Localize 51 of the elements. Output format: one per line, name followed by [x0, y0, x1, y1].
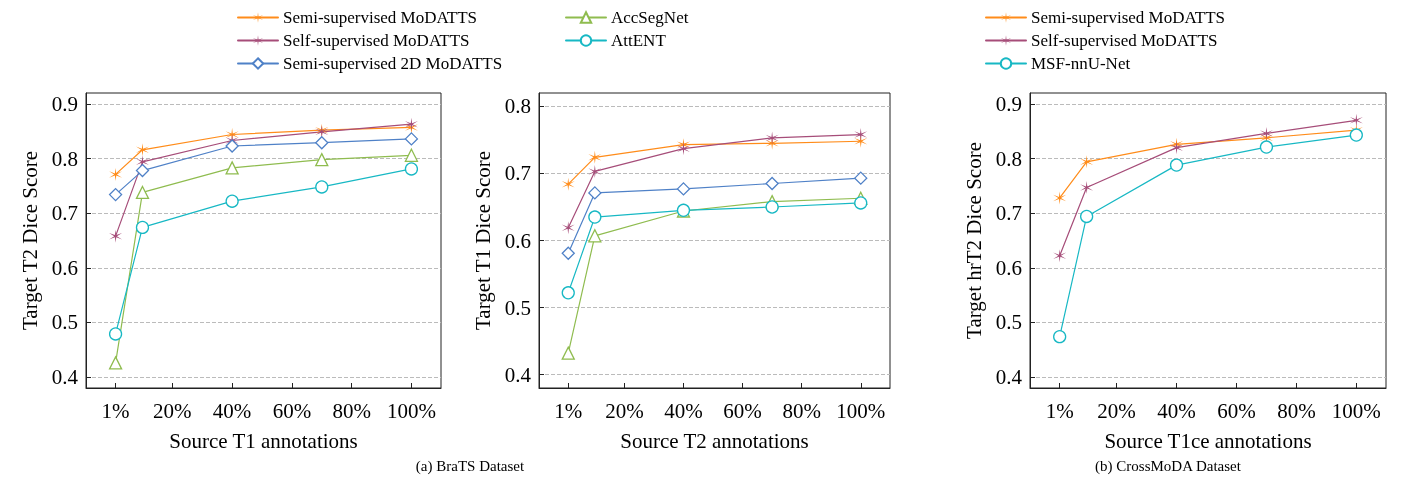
- y-tick-label: 0.6: [51, 255, 78, 280]
- legend-label: MSF-nnU-Net: [1031, 54, 1131, 73]
- legend-label: Semi-supervised 2D MoDATTS: [283, 54, 503, 73]
- text: (a) BraTS Dataset: [415, 457, 525, 475]
- y-tick-label: 0.7: [504, 161, 531, 186]
- y-tick-label: 0.8: [504, 94, 531, 119]
- text: (b) CrossMoDA Dataset: [1095, 457, 1242, 475]
- y-axis-title: Target hrT2 Dice Score: [961, 142, 986, 339]
- y-axis-title: Target T1 Dice Score: [470, 150, 495, 331]
- y-tick-label: 0.5: [51, 310, 78, 335]
- x-tick-label: 80%: [1277, 398, 1316, 423]
- legend-label: Self-supervised MoDATTS: [283, 31, 470, 50]
- x-tick-label: 80%: [782, 398, 821, 423]
- y-tick-label: 0.6: [504, 228, 531, 253]
- x-tick-label: 40%: [1157, 398, 1196, 423]
- x-tick-label: 20%: [153, 398, 192, 423]
- x-tick-label: 40%: [664, 398, 703, 423]
- legend-label: Semi-supervised MoDATTS: [1031, 8, 1226, 27]
- x-axis-title: Source T2 annotations: [620, 428, 809, 453]
- legend-label: Self-supervised MoDATTS: [1031, 31, 1218, 50]
- y-tick-label: 0.4: [504, 362, 532, 387]
- x-tick-label: 60%: [723, 398, 762, 423]
- y-tick-label: 0.4: [995, 365, 1023, 390]
- y-tick-label: 0.5: [995, 310, 1022, 335]
- x-tick-label: 60%: [1217, 398, 1256, 423]
- y-tick-label: 0.9: [995, 91, 1022, 116]
- x-tick-label: 100%: [386, 398, 436, 423]
- y-tick-label: 0.7: [51, 201, 78, 226]
- x-tick-label: 100%: [836, 398, 886, 423]
- y-tick-label: 0.7: [995, 201, 1022, 226]
- x-tick-label: 80%: [332, 398, 371, 423]
- x-tick-label: 100%: [1331, 398, 1381, 423]
- x-tick-label: 1%: [554, 398, 583, 423]
- legend-label: Semi-supervised MoDATTS: [283, 8, 478, 27]
- x-tick-label: 1%: [1045, 398, 1074, 423]
- y-tick-label: 0.5: [504, 295, 531, 320]
- x-tick-label: 40%: [212, 398, 252, 423]
- x-tick-label: 60%: [272, 398, 312, 423]
- y-axis-title: Target T2 Dice Score: [17, 150, 42, 331]
- x-tick-label: 20%: [1097, 398, 1136, 423]
- x-tick-label: 20%: [605, 398, 644, 423]
- x-axis-title: Source T1ce annotations: [1104, 428, 1312, 453]
- x-axis-title: Source T1 annotations: [169, 428, 358, 453]
- y-tick-label: 0.8: [51, 146, 78, 171]
- legend-label: AttENT: [611, 31, 667, 50]
- y-tick-label: 0.9: [51, 91, 78, 116]
- legend-label: AccSegNet: [611, 8, 689, 27]
- y-tick-label: 0.4: [51, 365, 79, 390]
- y-tick-label: 0.6: [995, 255, 1022, 280]
- y-tick-label: 0.8: [995, 146, 1022, 171]
- x-tick-label: 1%: [101, 398, 130, 423]
